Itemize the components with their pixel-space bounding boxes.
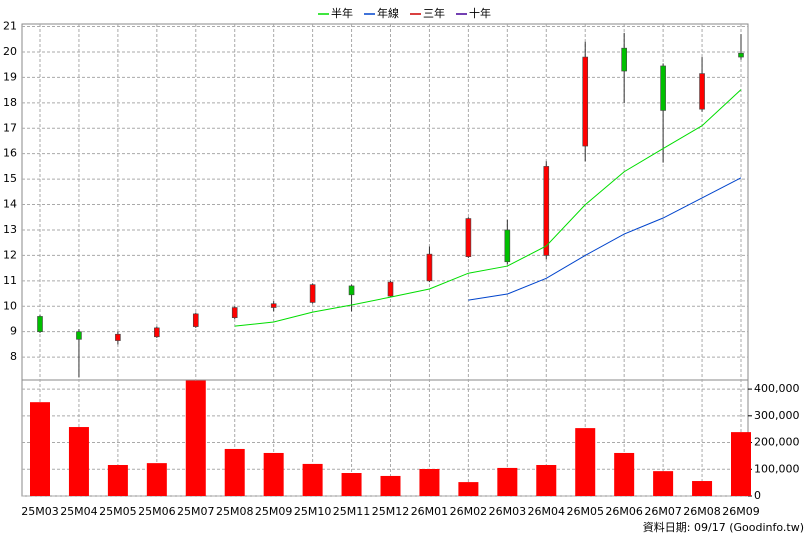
x-tick-label: 26M01	[411, 505, 449, 518]
x-tick-label: 25M05	[99, 505, 137, 518]
x-tick-label: 25M12	[372, 505, 410, 518]
legend-label: 三年	[423, 6, 445, 20]
x-tick-label: 26M05	[566, 505, 604, 518]
volume-bar	[497, 467, 518, 496]
y-tick-label: 100,000	[754, 462, 800, 475]
candle-body	[660, 65, 666, 111]
volume-bar	[419, 469, 440, 496]
volume-bar	[341, 473, 362, 496]
candle-body	[699, 73, 705, 110]
x-tick-label: 26M09	[722, 505, 760, 518]
candle-body	[621, 47, 627, 72]
volume-bar	[224, 448, 245, 496]
volume-bar	[185, 380, 206, 496]
candle-body	[115, 333, 121, 341]
footer-note: 資料日期: 09/17 (Goodinfo.tw)	[643, 520, 804, 534]
ma-line	[468, 177, 742, 301]
x-tick-label: 25M04	[60, 505, 98, 518]
y-tick-label: 10	[3, 299, 17, 312]
volume-bar	[536, 464, 557, 496]
x-tick-label: 25M09	[255, 505, 293, 518]
y-tick-label: 13	[3, 223, 17, 236]
x-tick-label: 26M07	[644, 505, 682, 518]
x-tick-label: 25M08	[216, 505, 254, 518]
y-tick-label: 200,000	[754, 436, 800, 449]
candle-body	[504, 229, 511, 263]
x-tick-label: 25M11	[333, 505, 371, 518]
candle-body	[543, 166, 550, 256]
x-tick-label: 26M04	[528, 505, 566, 518]
candle-body	[465, 218, 472, 257]
x-tick-label: 25M03	[21, 505, 59, 518]
x-tick-label: 26M06	[605, 505, 643, 518]
y-tick-label: 18	[3, 96, 17, 109]
plot-frame	[21, 23, 749, 497]
candle-body	[192, 313, 199, 327]
volume-bar	[107, 464, 128, 496]
volume-bar	[731, 432, 751, 496]
candle-body	[231, 307, 238, 318]
x-tick-label: 26M02	[450, 505, 488, 518]
legend-label: 年線	[377, 6, 399, 20]
candle-body	[154, 327, 160, 338]
volume-bar	[68, 427, 89, 496]
candle-body	[582, 56, 589, 147]
y-tick-label: 14	[3, 198, 17, 211]
y-tick-label: 11	[3, 274, 17, 287]
y-tick-label: 12	[3, 248, 17, 261]
x-tick-label: 25M10	[294, 505, 332, 518]
y-tick-label: 400,000	[754, 382, 800, 395]
candle-body	[76, 331, 82, 340]
y-tick-label: 8	[10, 350, 17, 363]
y-tick-label: 9	[10, 325, 17, 338]
x-tick-label: 25M07	[177, 505, 215, 518]
x-tick-label: 25M06	[138, 505, 176, 518]
y-tick-label: 21	[3, 20, 17, 33]
y-tick-label: 15	[3, 172, 17, 185]
volume-bar	[575, 428, 596, 496]
volume-bar	[614, 452, 635, 496]
volume-bar	[146, 463, 167, 496]
volume-bar	[458, 482, 479, 496]
volume-bar	[380, 475, 401, 496]
legend-label: 十年	[469, 6, 491, 20]
y-tick-label: 19	[3, 70, 17, 83]
candle-body	[387, 281, 394, 297]
x-tick-label: 26M08	[683, 505, 721, 518]
candle-body	[270, 303, 277, 308]
y-tick-label: 20	[3, 45, 17, 58]
volume-bar	[30, 402, 50, 496]
volume-bar	[263, 452, 284, 496]
legend-label: 半年	[331, 6, 353, 20]
y-tick-label: 300,000	[754, 409, 800, 422]
candle-body	[309, 284, 316, 303]
x-tick-label: 26M03	[489, 505, 527, 518]
candle-body	[738, 52, 744, 58]
ma-line	[234, 89, 742, 327]
volume-bar	[653, 471, 674, 496]
y-tick-label: 17	[3, 121, 17, 134]
y-tick-label: 0	[754, 489, 761, 502]
candle-body	[348, 285, 355, 296]
y-tick-label: 16	[3, 147, 17, 160]
candle-body	[426, 253, 433, 282]
volume-bar	[692, 481, 713, 496]
volume-bar	[302, 463, 323, 496]
candle-body	[37, 316, 43, 332]
